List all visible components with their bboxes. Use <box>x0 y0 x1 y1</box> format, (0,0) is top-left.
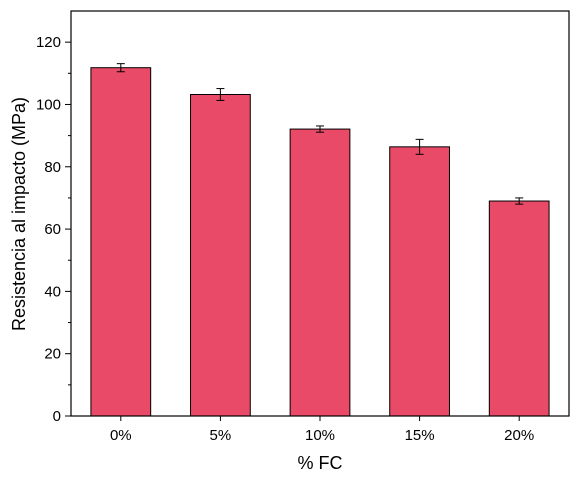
bar-0% <box>90 67 152 417</box>
x-tick-label: 5% <box>210 427 232 444</box>
y-tick-label: 100 <box>36 96 61 113</box>
x-axis-title: % FC <box>298 453 343 473</box>
error-bars-layer <box>116 63 524 205</box>
y-tick-label: 120 <box>36 34 61 51</box>
tick-labels-layer: 0% 5% 10% 15% 20% 0 20 40 60 80 100 120 <box>36 34 534 444</box>
x-tick-label: 10% <box>305 427 335 444</box>
bar-15% <box>389 146 450 417</box>
y-tick-label: 0 <box>53 408 61 425</box>
y-axis-title: Resistencia al impacto (MPa) <box>9 97 29 331</box>
bar-5% <box>190 93 251 417</box>
x-tick-label: 0% <box>110 427 132 444</box>
bars-layer <box>90 67 550 417</box>
y-tick-label: 80 <box>44 159 61 176</box>
x-tick-label: 15% <box>405 427 435 444</box>
bar-20% <box>488 200 550 417</box>
ticks-layer <box>65 41 520 421</box>
y-tick-label: 60 <box>44 221 61 238</box>
y-tick-label: 40 <box>44 283 61 300</box>
bar-10% <box>289 128 351 417</box>
x-tick-label: 20% <box>504 427 534 444</box>
y-tick-label: 20 <box>44 346 61 363</box>
